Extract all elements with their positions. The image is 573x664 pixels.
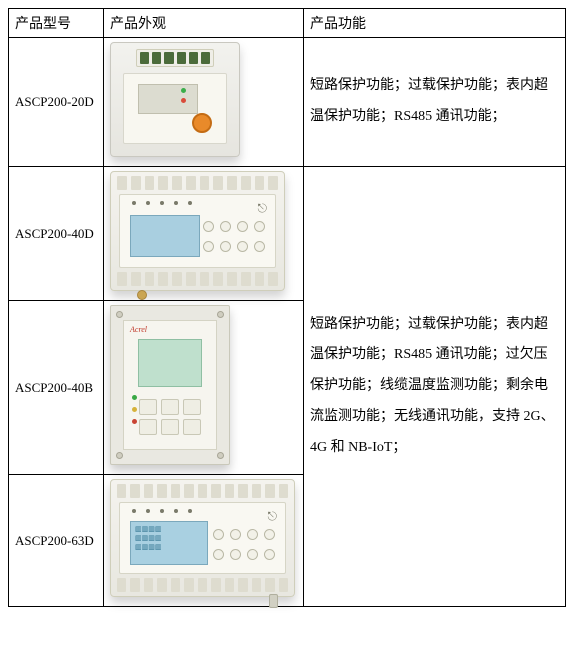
device-ascp200-40d-image: ⎋ bbox=[110, 171, 285, 291]
appearance-cell: ⎋ ▥▥▥▥▥▥▥▥▥▥▥▥ bbox=[104, 475, 304, 607]
device-ascp200-63d-image: ⎋ ▥▥▥▥▥▥▥▥▥▥▥▥ bbox=[110, 479, 295, 597]
device-ascp200-20d-image bbox=[110, 42, 240, 157]
function-cell-merged: 短路保护功能；过载保护功能；表内超温保护功能；RS485 通讯功能；过欠压保护功… bbox=[304, 167, 566, 607]
appearance-cell bbox=[104, 38, 304, 167]
table-header-row: 产品型号 产品外观 产品功能 bbox=[9, 9, 566, 38]
header-model: 产品型号 bbox=[9, 9, 104, 38]
table-row: ASCP200-20D 短路保护功能；过载保护功能；表内超温保护功能；RS485… bbox=[9, 38, 566, 167]
header-appearance: 产品外观 bbox=[104, 9, 304, 38]
appearance-cell: Acrel bbox=[104, 301, 304, 475]
model-cell: ASCP200-20D bbox=[9, 38, 104, 167]
function-cell: 短路保护功能；过载保护功能；表内超温保护功能；RS485 通讯功能； bbox=[304, 38, 566, 167]
table-row: ASCP200-40D ⎋ 短路保护功能；过载保护功能；表内超温保护功能；RS4… bbox=[9, 167, 566, 301]
model-cell: ASCP200-40B bbox=[9, 301, 104, 475]
device-ascp200-40b-image: Acrel bbox=[110, 305, 230, 465]
product-spec-table: 产品型号 产品外观 产品功能 ASCP200-20D 短路保护功能；过载保护功能… bbox=[8, 8, 566, 607]
model-cell: ASCP200-63D bbox=[9, 475, 104, 607]
model-cell: ASCP200-40D bbox=[9, 167, 104, 301]
header-function: 产品功能 bbox=[304, 9, 566, 38]
appearance-cell: ⎋ bbox=[104, 167, 304, 301]
